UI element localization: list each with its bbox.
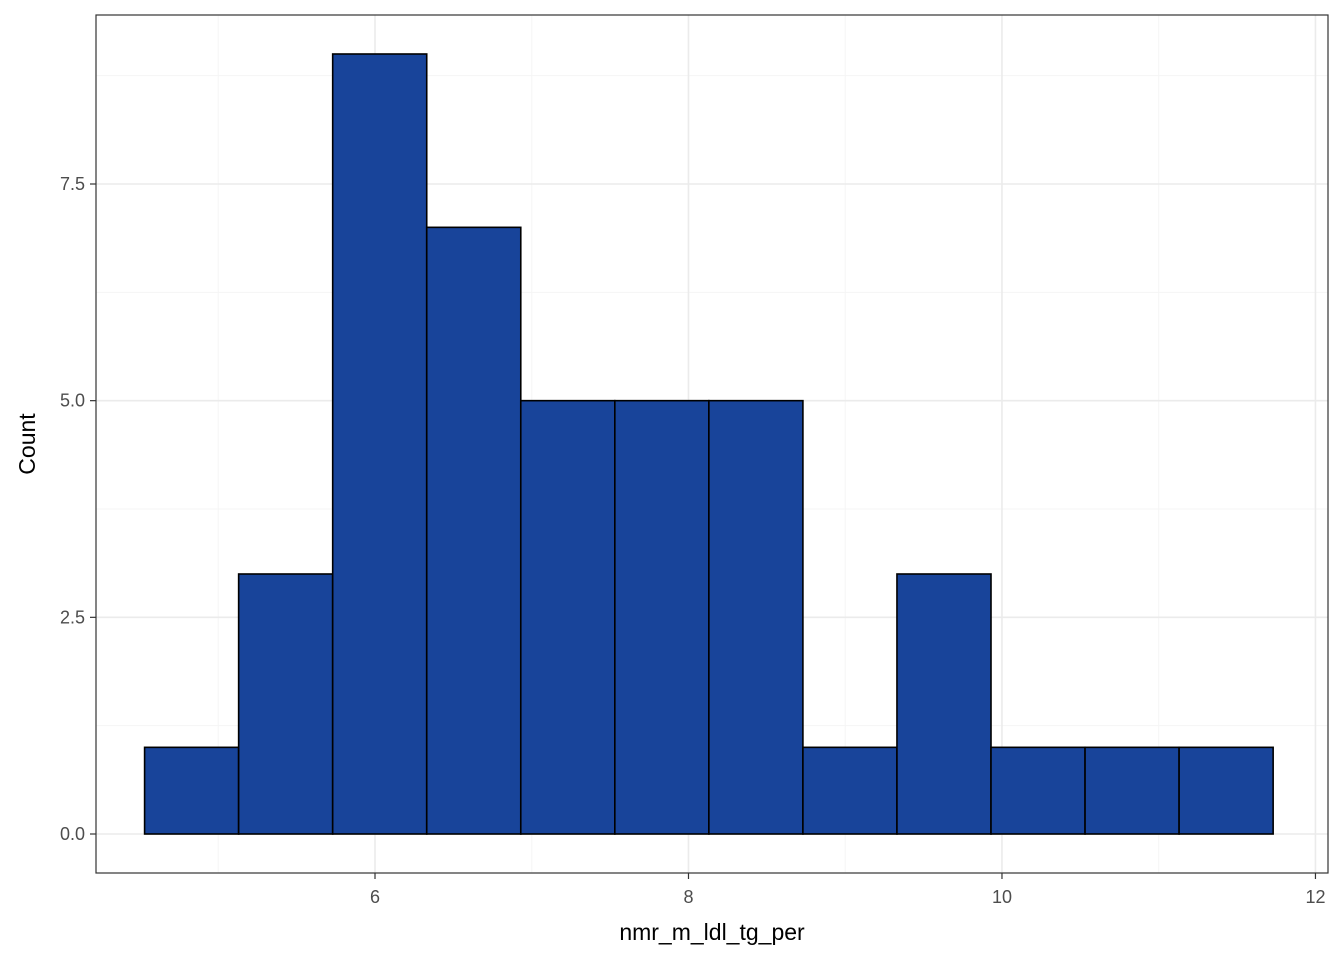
y-tick-label: 0.0 xyxy=(60,824,85,844)
histogram-bar-2 xyxy=(237,573,334,835)
y-tick-label: 7.5 xyxy=(60,174,85,194)
x-axis-title: nmr_m_ldl_tg_per xyxy=(619,919,805,945)
x-tick-label: 6 xyxy=(370,887,380,907)
histogram-bar-8 xyxy=(802,746,898,835)
histogram-bar-11 xyxy=(1084,746,1180,835)
panel-border xyxy=(95,14,1329,874)
histogram-bar-9 xyxy=(896,573,992,835)
histogram-bar-5 xyxy=(519,399,616,835)
histogram-bar-6 xyxy=(614,399,710,835)
y-tick-label: 2.5 xyxy=(60,607,85,627)
histogram-bar-10 xyxy=(990,746,1086,835)
x-tick-label: 10 xyxy=(992,887,1012,907)
y-axis: 0.0 2.5 5.0 7.5 xyxy=(60,174,96,844)
histogram-bar-1 xyxy=(143,746,240,835)
histogram-bar-3 xyxy=(331,53,428,835)
histogram-bar-12 xyxy=(1178,746,1274,835)
histogram-bar-4 xyxy=(425,226,522,835)
histogram-bar-7 xyxy=(708,399,804,835)
histogram-bars xyxy=(143,53,1274,835)
y-tick-label: 5.0 xyxy=(60,391,85,411)
x-axis: 6 8 10 12 xyxy=(370,873,1325,907)
x-tick-label: 12 xyxy=(1305,887,1325,907)
y-axis-title: Count xyxy=(14,413,40,475)
x-tick-label: 8 xyxy=(683,887,693,907)
